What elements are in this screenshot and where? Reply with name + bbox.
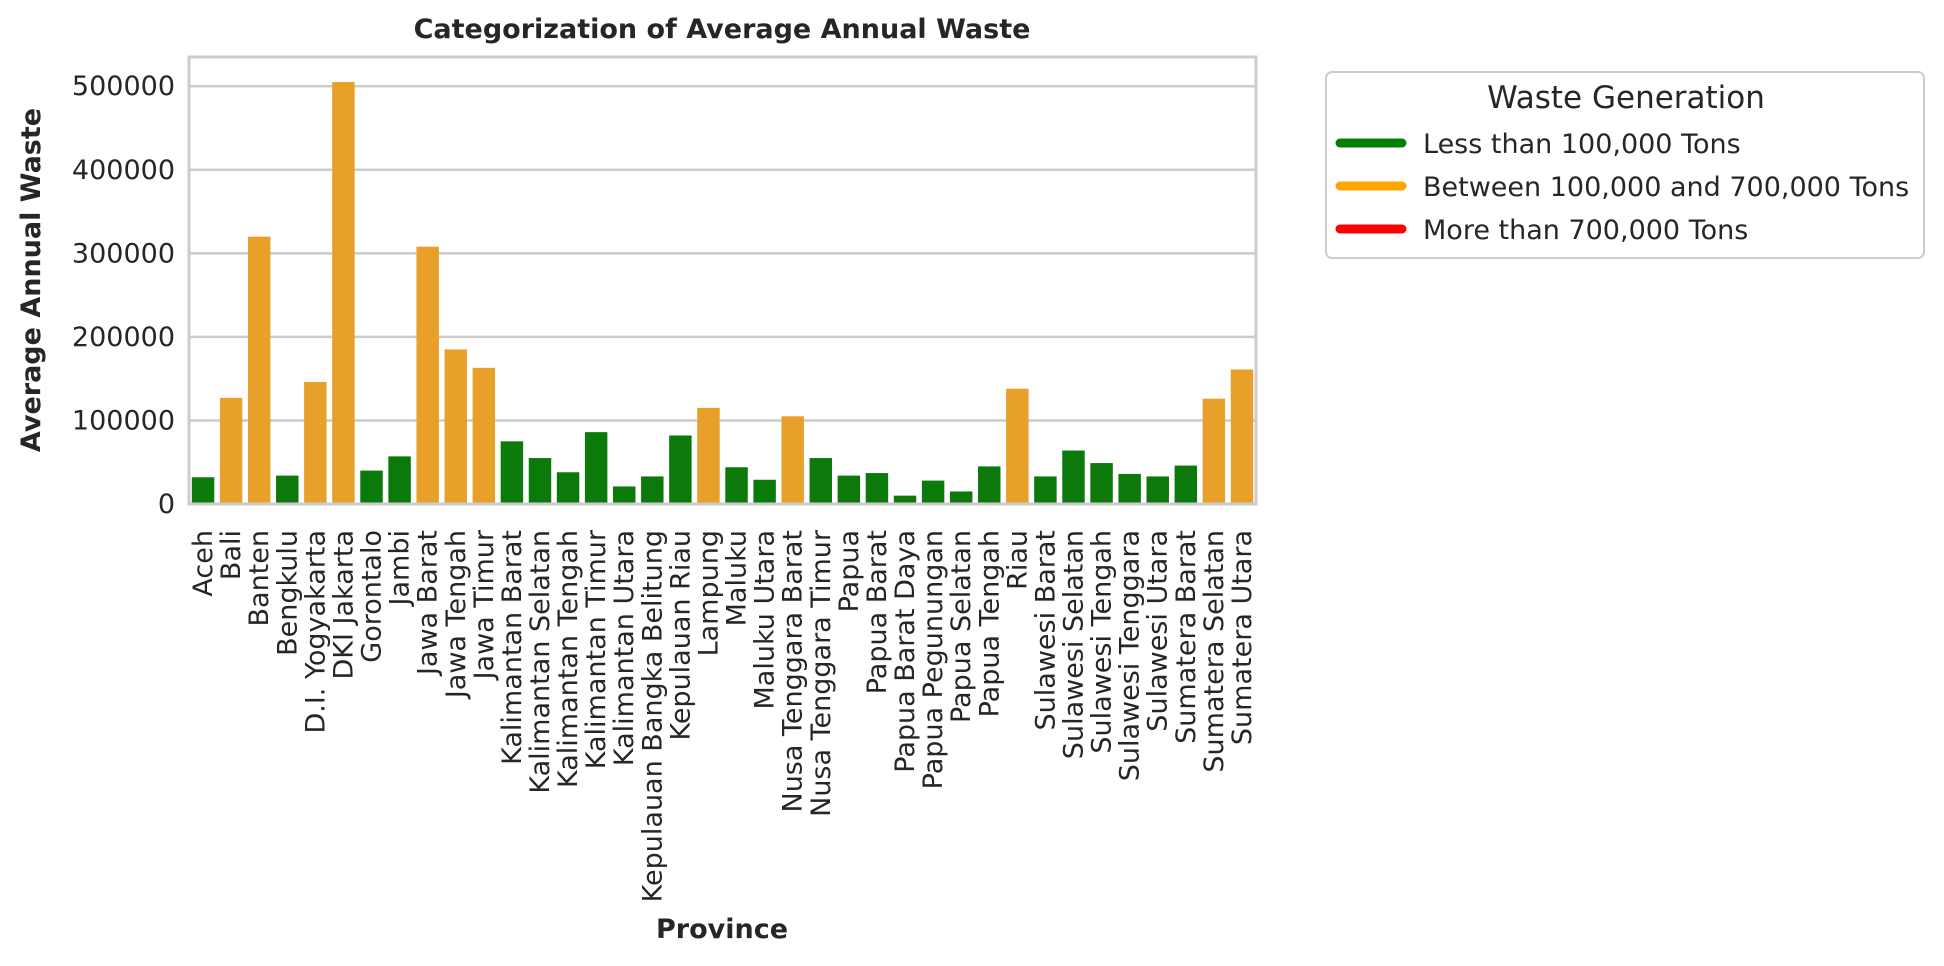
legend: Waste Generation Less than 100,000 Tons B… (1325, 71, 1925, 259)
legend-frame (1325, 71, 1925, 259)
bar (837, 475, 861, 504)
bar (332, 82, 355, 504)
x-tick-label: Nusa Tenggara Barat (778, 530, 809, 813)
bar (247, 236, 271, 505)
bar (444, 349, 467, 504)
bar (1062, 450, 1085, 504)
legend-label: Between 100,000 and 700,000 Tons (1423, 172, 1909, 203)
x-tick-label: Sulawesi Tengah (1087, 530, 1118, 754)
x-tick-label: Jawa Timur (469, 529, 500, 681)
x-tick-label: Kepulauan Bangka Belitung (637, 530, 668, 902)
bar (1146, 476, 1169, 504)
x-tick-label: Riau (1002, 530, 1033, 590)
y-tick-label: 500000 (72, 71, 175, 102)
x-tick-label: Sulawesi Selatan (1058, 530, 1089, 759)
y-tick-label: 400000 (72, 155, 175, 186)
bar (1230, 369, 1254, 504)
x-tick-label: Papua Barat (862, 530, 893, 694)
bar (697, 407, 720, 504)
bar (1034, 476, 1057, 504)
bar (1118, 473, 1141, 504)
legend-label: More than 700,000 Tons (1423, 215, 1748, 246)
bar (641, 476, 664, 504)
bar (753, 479, 776, 504)
x-tick-label: Papua Barat Daya (890, 530, 921, 773)
bar (1090, 463, 1113, 504)
x-tick-label: Nusa Tenggara Timur (806, 529, 837, 817)
chart-title: Categorization of Average Annual Waste (414, 14, 1031, 45)
bar (388, 456, 411, 504)
x-tick-label: Sulawesi Tenggara (1115, 530, 1146, 781)
x-tick-label: Maluku (722, 530, 753, 626)
x-tick-label: Lampung (693, 530, 724, 656)
bar (219, 397, 243, 504)
y-axis-title: Average Annual Waste (16, 108, 47, 452)
bar (528, 458, 552, 504)
x-tick-label: Maluku Utara (750, 530, 781, 710)
bar (472, 367, 496, 504)
x-tick-label: Jawa Barat (413, 530, 444, 677)
x-tick-label: Kalimantan Timur (581, 529, 612, 769)
bar (584, 432, 608, 504)
bar (893, 495, 917, 504)
x-tick-label: Sumatera Barat (1171, 530, 1202, 744)
x-tick-label: Bengkulu (272, 530, 303, 656)
y-tick-labels: 0 100000 200000 300000 400000 500000 (72, 71, 175, 520)
x-tick-label: Bali (216, 530, 247, 580)
bar (781, 416, 804, 504)
bar (978, 466, 1001, 504)
bar (949, 491, 973, 504)
x-tick-label: D.I. Yogyakarta (300, 530, 331, 734)
x-tick-label: Papua Selatan (946, 530, 977, 723)
bars (191, 82, 1254, 505)
y-tick-label: 0 (158, 489, 175, 520)
x-tick-label: Kalimantan Barat (497, 530, 528, 765)
bar (1202, 398, 1226, 504)
bar (1006, 388, 1029, 504)
x-tick-label: Banten (244, 530, 275, 627)
bar (556, 472, 580, 504)
y-tick-label: 300000 (72, 238, 175, 269)
bar (500, 441, 524, 504)
legend-label: Less than 100,000 Tons (1423, 129, 1741, 160)
bar (921, 480, 945, 504)
bar (865, 473, 889, 504)
x-tick-label: Kalimantan Utara (609, 530, 640, 766)
bar (1174, 465, 1198, 504)
x-tick-label: Sulawesi Utara (1143, 530, 1174, 732)
bar (725, 467, 748, 504)
plot-frame (187, 55, 1258, 506)
x-tick-label: Jawa Tengah (441, 530, 472, 700)
x-tick-label: Papua (834, 530, 865, 612)
x-tick-label: Kalimantan Selatan (525, 530, 556, 794)
bar (360, 470, 383, 504)
bar (669, 435, 692, 504)
x-tick-label: Papua Tengah (974, 530, 1005, 717)
bar (304, 382, 327, 504)
x-tick-label: Sulawesi Barat (1030, 530, 1061, 730)
bar (809, 458, 833, 504)
bar (276, 475, 299, 504)
x-tick-label: Sumatera Selatan (1199, 530, 1230, 773)
x-tick-label: Kalimantan Tengah (553, 530, 584, 788)
x-tick-label: Papua Pegunungan (918, 530, 949, 789)
y-tick-label: 100000 (72, 405, 175, 436)
x-axis-title: Province (656, 914, 788, 945)
x-tick-label: Aceh (188, 530, 219, 597)
x-tick-label: Gorontalo (357, 530, 388, 663)
y-tick-label: 200000 (72, 322, 175, 353)
bar (191, 477, 215, 504)
x-tick-label: DKI Jakarta (328, 530, 359, 680)
x-tick-label: Jambi (385, 530, 416, 607)
bar (416, 246, 439, 504)
x-tick-label: Kepulauan Riau (665, 530, 696, 741)
bar (612, 486, 636, 504)
x-tick-label: Sumatera Utara (1227, 530, 1258, 745)
legend-title: Waste Generation (1487, 80, 1765, 116)
